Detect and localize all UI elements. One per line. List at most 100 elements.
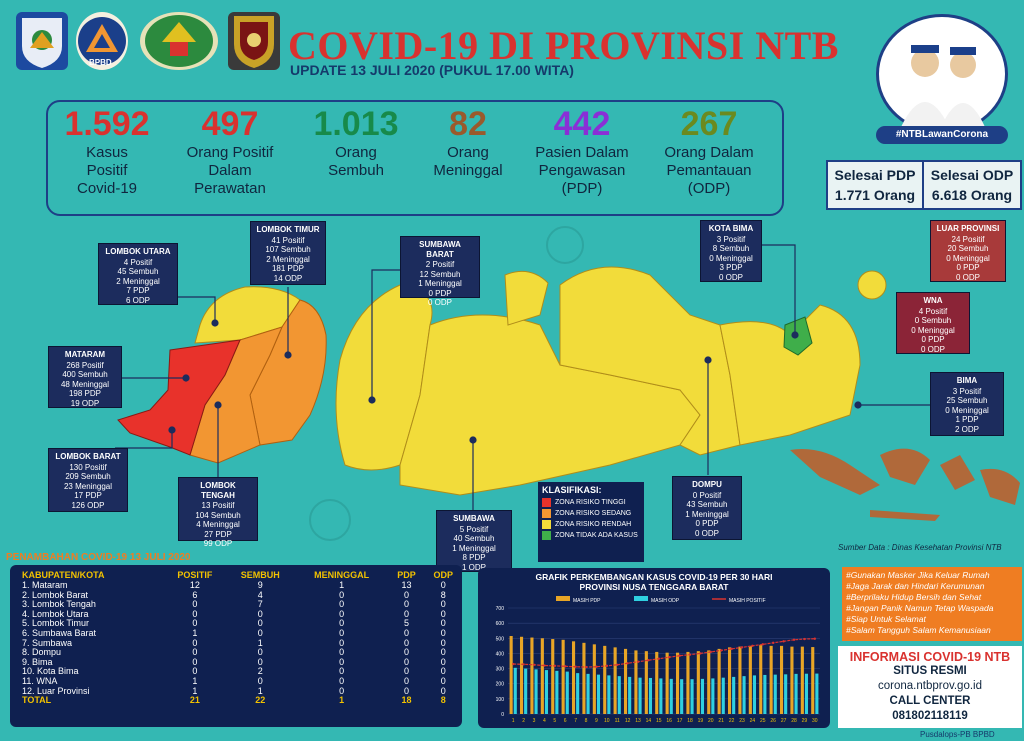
bar-odp <box>628 676 632 714</box>
district-line: 0 Meninggal <box>946 253 990 263</box>
bar-pdp <box>603 645 607 714</box>
table-cell: 4. Lombok Utara <box>22 608 89 619</box>
table-cell: 8 <box>440 589 446 600</box>
district-line: 1 Meninggal <box>418 279 462 288</box>
legend-label: ZONA RISIKO RENDAH <box>555 521 632 528</box>
district-line: 130 Positif <box>69 462 107 472</box>
info-call-number[interactable]: 081802118119 <box>892 710 968 722</box>
point-positif <box>522 663 525 666</box>
district-line: 0 ODP <box>718 272 743 282</box>
district-line: 1 PDP <box>955 415 979 424</box>
stat-label: Kasus <box>86 144 128 161</box>
district-name: DOMPU <box>692 480 722 489</box>
legend-swatch <box>634 596 648 601</box>
bar-odp <box>648 677 653 714</box>
ntb-map <box>115 226 1020 541</box>
stat-label: Dalam <box>208 162 252 179</box>
bar-odp <box>617 676 621 714</box>
district-line: 3 PDP <box>719 263 743 272</box>
point-positif <box>751 644 754 648</box>
district-line: 25 Sembuh <box>946 396 988 405</box>
bar-odp <box>524 668 528 714</box>
bar-pdp <box>790 646 794 714</box>
table-cell: 0 <box>257 656 263 667</box>
table-cell: 1 <box>192 685 198 696</box>
x-tick-label: 4 <box>543 718 546 724</box>
district-box-bima: BIMA 3 Positif 25 Sembuh 0 Meninggal 1 P… <box>930 372 1004 436</box>
stat-value: 267 <box>680 105 738 143</box>
x-tick-label: 24 <box>750 718 756 724</box>
table-cell: 0 <box>404 599 410 610</box>
table-cell: 0 <box>257 627 263 638</box>
bar-odp <box>659 678 663 714</box>
info-site-link[interactable]: corona.ntbprov.go.id <box>878 680 982 692</box>
table-total-row: TOTAL 21 22 1 18 8 <box>10 696 462 706</box>
district-line: 198 PDP <box>68 389 102 398</box>
district-line: 2 Meninggal <box>116 276 160 286</box>
page-title: COVID-19 DI PROVINSI NTB <box>288 23 839 68</box>
table-row: 6. Sumbawa Barat 1 0 0 0 0 <box>10 627 462 639</box>
x-tick-label: 20 <box>708 718 714 724</box>
table-cell: 0 <box>339 675 345 686</box>
info-title: INFORMASI COVID-19 NTB <box>849 650 1011 664</box>
police-shield-icon <box>234 16 274 68</box>
district-line: 20 Sembuh <box>947 244 989 253</box>
point-positif <box>574 665 577 668</box>
stat-label: Sembuh <box>328 162 384 179</box>
point-positif <box>553 664 556 668</box>
stat-label: Orang Positif <box>186 144 274 161</box>
bar-pdp <box>759 645 763 714</box>
district-line: 5 Positif <box>459 524 489 534</box>
table-cell: 0 <box>339 685 345 696</box>
point-positif <box>813 637 816 640</box>
x-tick-label: 30 <box>812 718 818 724</box>
sumbawa-region <box>399 314 701 496</box>
district-box-lombok-timur: LOMBOK TIMUR 41 Positif 107 Sembuh 2 Men… <box>250 221 326 285</box>
x-tick-label: 22 <box>729 718 735 724</box>
x-tick-label: 29 <box>802 718 808 724</box>
x-tick-label: 9 <box>595 718 598 724</box>
table-cell: 0 <box>404 637 410 648</box>
trend-chart: GRAFIK PERKEMBANGAN KASUS COVID-19 PER 3… <box>478 568 830 728</box>
table-cell: 1 <box>257 637 263 648</box>
stat-value: 497 <box>201 105 259 143</box>
legend-swatch <box>542 509 551 518</box>
indonesia-inset-map <box>790 448 1020 521</box>
table-row: 9. Bima 0 0 0 0 0 <box>10 656 462 668</box>
column-header: MENINGGAL <box>314 570 370 580</box>
chart-subtitle: PROVINSI NUSA TENGGARA BARAT <box>579 582 729 592</box>
x-tick-label: 21 <box>718 718 724 724</box>
point-positif <box>792 638 796 641</box>
table-cell: 6. Sumbawa Barat <box>22 627 97 638</box>
bar-odp <box>711 678 715 714</box>
x-tick-label: 3 <box>533 718 536 724</box>
table-cell: 0 <box>440 627 446 638</box>
stat-value: 82 <box>449 105 487 143</box>
emblem-icon <box>145 15 213 67</box>
legend-swatch <box>556 596 570 601</box>
table-cell: 0 <box>192 647 198 658</box>
selesai-label: Selesai ODP <box>930 167 1014 183</box>
district-line: 126 ODP <box>71 500 105 510</box>
district-line: 43 Sembuh <box>686 500 728 509</box>
district-line: 0 Meninggal <box>911 325 955 335</box>
table-cell: 0 <box>339 608 345 619</box>
table-cell: 0 <box>192 608 198 619</box>
table-cell: 0 <box>404 685 410 696</box>
stat-kasus-positif: 1.592 Kasus Positif Covid-19 <box>52 104 162 198</box>
table-cell: 2. Lombok Barat <box>22 589 89 600</box>
district-line: 181 PDP <box>271 264 305 273</box>
point-positif <box>595 665 598 668</box>
table-cell: 12. Luar Provinsi <box>22 685 90 696</box>
info-panel: INFORMASI COVID-19 NTB SITUS RESMI coron… <box>838 646 1022 728</box>
stat-sembuh: 1.013 Orang Sembuh <box>298 104 414 180</box>
bar-odp <box>752 675 757 714</box>
point-positif <box>616 663 619 666</box>
district-name: WNA <box>923 296 943 305</box>
hashtag-badge: #NTBLawanCorona <box>876 126 1008 144</box>
table-cell: 0 <box>339 637 345 648</box>
table-cell: 0 <box>257 618 263 629</box>
district-line: 0 Positif <box>692 490 722 500</box>
point-positif <box>782 640 785 643</box>
district-line: 0 PDP <box>428 288 452 298</box>
